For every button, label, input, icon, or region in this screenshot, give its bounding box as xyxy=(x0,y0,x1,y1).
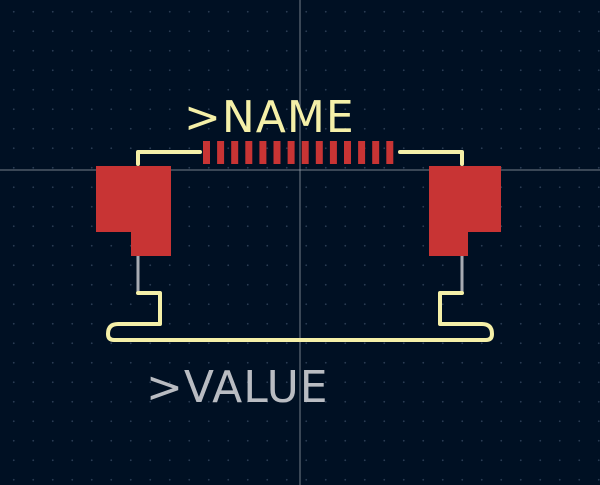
pin-pad[interactable] xyxy=(287,141,295,164)
mounting-pad-right[interactable] xyxy=(429,166,501,256)
silk-top-right xyxy=(398,150,464,166)
pin-pad[interactable] xyxy=(358,141,366,164)
pin-pad[interactable] xyxy=(372,141,380,164)
pin-pad[interactable] xyxy=(329,141,337,164)
pin-pad[interactable] xyxy=(217,141,225,164)
pin-pad[interactable] xyxy=(386,141,394,164)
silk-top-left xyxy=(136,150,202,166)
pin-pad[interactable] xyxy=(231,141,239,164)
pin-pad[interactable] xyxy=(203,141,210,164)
pin-pad[interactable] xyxy=(273,141,281,164)
mounting-pad-left[interactable] xyxy=(96,166,171,256)
pin-pad[interactable] xyxy=(344,141,351,164)
pin-pad[interactable] xyxy=(259,141,267,164)
pin-pad[interactable] xyxy=(245,141,253,164)
silk-bottom-outline xyxy=(106,291,494,342)
value-label[interactable]: >VALUE xyxy=(146,362,329,413)
pin-row xyxy=(203,141,394,164)
pin-pad[interactable] xyxy=(301,141,309,164)
reference-designator-label[interactable]: >NAME xyxy=(184,92,355,143)
pin-pad[interactable] xyxy=(315,141,323,164)
